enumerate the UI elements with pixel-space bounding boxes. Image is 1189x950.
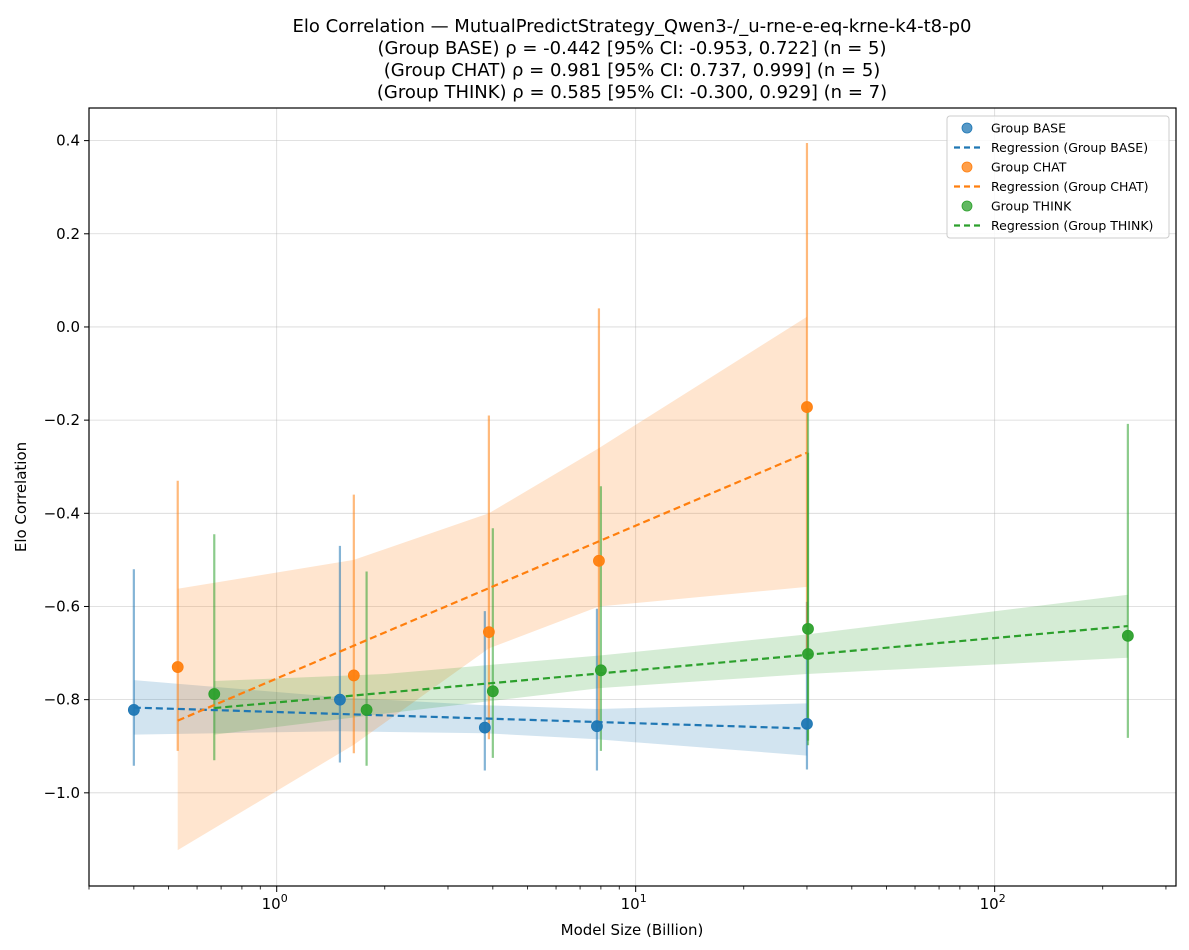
legend-label-1: Regression (Group BASE) <box>991 140 1148 155</box>
group-base-point <box>334 693 346 706</box>
chart-title: Elo Correlation — MutualPredictStrategy_… <box>292 16 971 103</box>
group-think-point <box>360 704 373 716</box>
legend-label-5: Regression (Group THINK) <box>991 218 1153 233</box>
x-tick-label: 101 <box>621 892 647 913</box>
y-tick-label: 0.2 <box>56 225 80 243</box>
group-chat-point <box>593 554 605 567</box>
title-line-chat: (Group CHAT) ρ = 0.981 [95% CI: 0.737, 0… <box>384 60 881 81</box>
title-line-base: (Group BASE) ρ = -0.442 [95% CI: -0.953,… <box>377 38 886 59</box>
legend-marker-4 <box>961 200 973 212</box>
group-chat-point <box>347 669 360 682</box>
y-tick-label: −0.6 <box>44 597 80 615</box>
x-axis-ticks: 100 101 102 <box>88 886 1167 913</box>
legend-label-4: Group THINK <box>991 199 1072 214</box>
legend-box <box>946 115 1170 239</box>
group-base-point <box>478 721 491 734</box>
axes-frame <box>88 107 1177 887</box>
legend-marker-2 <box>961 161 973 173</box>
y-tick-label: −0.2 <box>44 411 80 429</box>
y-tick-label: −0.8 <box>44 691 80 709</box>
regression-lines <box>133 451 1128 730</box>
title-line-think: (Group THINK) ρ = 0.585 [95% CI: -0.300,… <box>377 82 887 103</box>
title-line-main: Elo Correlation — MutualPredictStrategy_… <box>292 16 971 37</box>
y-tick-label: 0.4 <box>56 132 80 150</box>
data-points <box>127 401 1134 734</box>
group-think-point <box>802 648 814 660</box>
group-think-regression-line <box>214 624 1128 710</box>
x-tick-label: 100 <box>262 892 288 913</box>
group-base-point <box>591 720 603 733</box>
y-tick-label: −0.4 <box>44 504 80 522</box>
group-think-point <box>486 685 499 698</box>
x-axis-label: Model Size (Billion) <box>561 921 704 939</box>
y-tick-label: −1.0 <box>44 784 80 802</box>
group-base-point <box>801 717 813 730</box>
legend-label-0: Group BASE <box>991 121 1066 136</box>
group-think-point <box>802 622 814 635</box>
grid-lines <box>89 108 1176 886</box>
group-chat-point <box>171 661 184 673</box>
group-think-point <box>208 688 221 700</box>
group-think-confidence-band <box>214 594 1128 735</box>
group-chat-point <box>801 401 813 413</box>
x-tick-label: 102 <box>980 892 1006 913</box>
y-axis-label: Elo Correlation <box>12 442 30 552</box>
legend-marker-0 <box>961 122 973 134</box>
group-chat-regression-line <box>177 451 808 722</box>
group-think-point <box>1121 629 1134 642</box>
group-base-regression-line <box>133 706 807 730</box>
legend-label-3: Regression (Group CHAT) <box>991 179 1148 194</box>
y-tick-label: 0.0 <box>56 318 80 336</box>
group-think-point <box>594 664 607 677</box>
y-axis-ticks: 0.4 0.2 0.0 −0.2 −0.4 −0.6 −0.8 −1.0 <box>44 132 89 802</box>
group-base-point <box>127 704 140 716</box>
legend: Group BASE Regression (Group BASE) Group C… <box>946 115 1170 239</box>
legend-label-2: Group CHAT <box>991 160 1067 175</box>
group-chat-point <box>482 626 495 639</box>
